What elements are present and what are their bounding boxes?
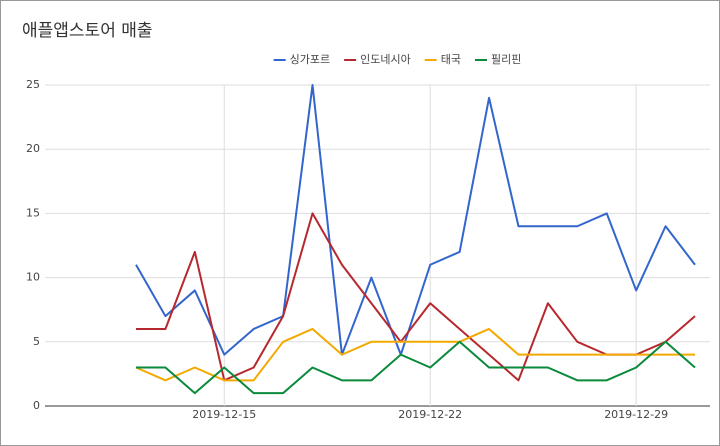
y-tick-label: 0 <box>33 399 40 412</box>
legend-label: 태국 <box>441 53 461 66</box>
y-tick-label: 25 <box>26 78 40 91</box>
y-tick-label: 5 <box>33 335 40 348</box>
y-tick-label: 10 <box>26 271 40 284</box>
series-line <box>135 327 695 382</box>
legend-label: 인도네시아 <box>360 53 411 66</box>
series-line <box>136 212 696 382</box>
x-tick-label: 2019-12-15 <box>192 408 256 421</box>
legend-label: 필리핀 <box>491 53 521 66</box>
y-tick-label: 15 <box>26 206 40 219</box>
y-tick-label: 20 <box>26 142 40 155</box>
x-tick-label: 2019-12-29 <box>604 408 668 421</box>
chart-title: 애플앱스토어 매출 <box>22 21 153 41</box>
series-line <box>136 340 696 395</box>
series-line <box>135 84 696 356</box>
legend-label: 싱가포르 <box>290 53 330 66</box>
x-tick-label: 2019-12-22 <box>398 408 462 421</box>
